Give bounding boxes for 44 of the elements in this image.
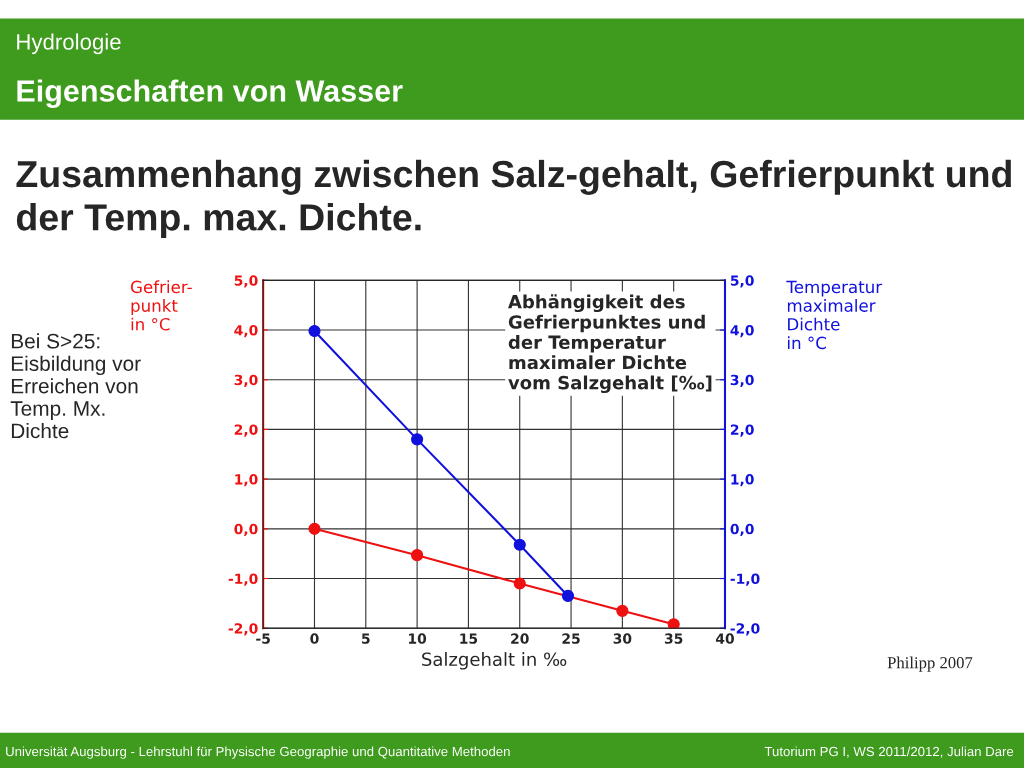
x-tick-label: 0	[310, 633, 319, 644]
x-tick-label: 35	[664, 633, 683, 644]
text: Philipp 2007	[887, 656, 973, 672]
x-axis-title: Salzgehalt in ‰	[422, 652, 567, 670]
x-tick-label: -5	[256, 633, 270, 644]
text: Tutorium PG I, WS 2011/2012, Julian Dare	[764, 746, 1014, 758]
x-tick-label: 20	[511, 633, 529, 644]
y-tick-label: 0,0	[234, 523, 258, 537]
y2-tick-label: 0,0	[730, 523, 754, 537]
point	[513, 538, 526, 551]
y-tick-label: 3,0	[234, 374, 258, 387]
text: Eigenschaften von Wasser	[17, 79, 403, 108]
chart-title: Zusammenhang zwischen Salz-gehalt, Gefrierpunkt und der Temp. max. Dichte.	[16, 159, 1011, 239]
y2-tick-label: 1,0	[731, 474, 754, 487]
text: Hydrologie	[17, 33, 121, 55]
x-tick-label: 5	[362, 633, 370, 644]
y-axis-title: Gefrier- punkt in °C	[130, 280, 192, 331]
text: Universität Augsburg - Lehrstuhl für Physische Geographie und Quantitative Methoden	[6, 746, 510, 759]
point	[561, 589, 575, 602]
text: Bei S>25: Eisbildung vor Erreichen von Temp. Mx. Dichte	[10, 333, 141, 439]
x-tick-label: 30	[613, 633, 632, 644]
x-tick-label: 25	[562, 633, 580, 644]
point	[411, 549, 424, 562]
x-tick-label: 10	[409, 633, 427, 644]
x-tick-label: 15	[460, 633, 478, 644]
point	[411, 433, 424, 446]
point	[513, 577, 526, 590]
y-tick-label: 4,0	[234, 324, 258, 338]
y-tick-label: 5,0	[234, 275, 258, 288]
y2-tick-label: 5,0	[730, 275, 754, 288]
annotation: Abhängigkeit des Gefrierpunktes und der Temperatur maximaler Dichte vom Salzgehalt [‰]	[508, 294, 712, 394]
y2-tick-label: 3,0	[730, 374, 754, 387]
y-tick-label: 2,0	[234, 424, 258, 437]
point	[308, 522, 321, 535]
y2-tick-label: 4,0	[730, 324, 754, 338]
point	[308, 324, 321, 338]
y2-axis-title: Temperatur maximaler Dichte in °C	[786, 280, 883, 350]
y-tick-label: -1,0	[228, 573, 258, 586]
y-tick-label: 1,0	[235, 474, 258, 487]
point	[616, 604, 629, 617]
point	[667, 618, 680, 629]
y-tick-label: -2,0	[228, 623, 258, 636]
y2-tick-label: 2,0	[730, 424, 754, 437]
y2-tick-label: -1,0	[730, 573, 760, 586]
